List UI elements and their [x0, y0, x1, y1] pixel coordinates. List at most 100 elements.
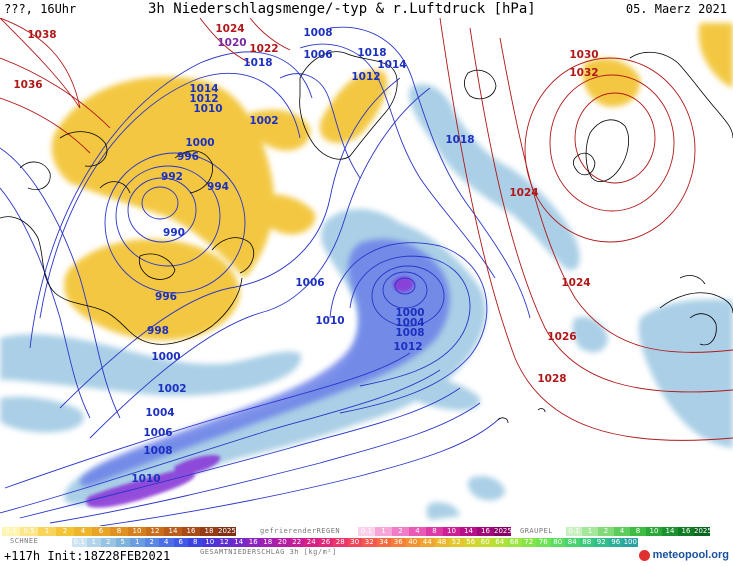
- pressure-label: 1032: [569, 67, 598, 79]
- pressure-label: 1000: [151, 351, 180, 363]
- legend-cell: 2: [101, 538, 116, 547]
- legend-cell: 18: [200, 527, 218, 536]
- legend-cell: 56: [463, 538, 478, 547]
- legend-cell: 72: [521, 538, 536, 547]
- legend-cell: 2: [598, 527, 614, 536]
- legend-cell: 2: [144, 538, 159, 547]
- legend-cell: 8: [426, 527, 443, 536]
- legend-cell: 14: [164, 527, 182, 536]
- pressure-label: 1008: [303, 27, 332, 39]
- legend-cell: 28: [333, 538, 348, 547]
- brand-link[interactable]: meteopool.org: [638, 549, 729, 561]
- pressure-label: 992: [161, 171, 183, 183]
- legend-cell: 92: [594, 538, 609, 547]
- legend-cell: 0.1: [566, 527, 582, 536]
- pressure-label: 1010: [131, 473, 160, 485]
- pressure-label: 1012: [189, 93, 218, 105]
- legend-cell: 2025+: [694, 527, 710, 536]
- brand-name: meteopool.org: [652, 549, 729, 561]
- pressure-label: 996: [177, 151, 199, 163]
- legend-graupel-title: GRAUPEL: [520, 527, 554, 535]
- legend-cell: 48: [434, 538, 449, 547]
- legend-total-scale: 0.1 1 2 5 1 2 4 6 8 10 12 14 16 18 20 22 24 26 28 30 32 34 36 4…: [72, 538, 638, 547]
- legend-cell: 76: [536, 538, 551, 547]
- isobars-low-pressure: [0, 26, 531, 526]
- legend-cell: 10: [646, 527, 662, 536]
- legend-cell: 0.1: [72, 538, 87, 547]
- legend-cell: 22: [289, 538, 304, 547]
- legend-cell: 6: [92, 527, 110, 536]
- legend-cell: 16: [246, 538, 261, 547]
- pressure-label: 1004: [145, 407, 174, 419]
- legend-cell: 14: [460, 527, 477, 536]
- pressure-label: 1008: [143, 445, 172, 457]
- rain-moderate-area: [79, 239, 450, 486]
- legend-cell: 14: [662, 527, 678, 536]
- isobars-high-pressure: [0, 18, 733, 441]
- legend-cell: 18: [260, 538, 275, 547]
- pressure-label: 1018: [243, 57, 272, 69]
- pressure-label: 1006: [303, 49, 332, 61]
- legend-cell: 14: [231, 538, 246, 547]
- pressure-label: 1020: [217, 37, 246, 49]
- pressure-label: 1024: [509, 187, 538, 199]
- pressure-label: 1030: [569, 49, 598, 61]
- legend-cell: 52: [449, 538, 464, 547]
- legend-cell: 10: [202, 538, 217, 547]
- legend-freezing-rain-title: gefrierenderREGEN: [260, 527, 341, 535]
- legend-cell: 16: [182, 527, 200, 536]
- pressure-label: 1022: [249, 43, 278, 55]
- forecast-init-label: +117h Init:18Z28FEB2021: [4, 549, 171, 563]
- legend-cell: 20: [275, 538, 290, 547]
- legend-cell: 88: [579, 538, 594, 547]
- pressure-label: 1002: [157, 383, 186, 395]
- pressure-label: 1006: [295, 277, 324, 289]
- pressure-label: 1000: [395, 307, 424, 319]
- legend-cell: 64: [492, 538, 507, 547]
- pressure-label: 998: [147, 325, 169, 337]
- legend-cell: 8: [188, 538, 203, 547]
- pressure-label: 1028: [537, 373, 566, 385]
- legend-cell: 1: [86, 538, 101, 547]
- legend-cell: 4: [159, 538, 174, 547]
- legend-cell: 32: [362, 538, 377, 547]
- legend-cell: 24: [304, 538, 319, 547]
- legend-cell: 6: [173, 538, 188, 547]
- legend-cell: 44: [420, 538, 435, 547]
- legend-cell: 1: [582, 527, 598, 536]
- legend-cell: 2025+: [494, 527, 511, 536]
- rain-heavy-area: [86, 276, 414, 508]
- pressure-label: 1008: [395, 327, 424, 339]
- legend-cell: 96: [608, 538, 623, 547]
- pressure-label: 996: [155, 291, 177, 303]
- legend-cell: 5: [115, 538, 130, 547]
- legend-cell: 34: [376, 538, 391, 547]
- legend-cell: 26: [318, 538, 333, 547]
- pressure-label: 990: [163, 227, 185, 239]
- legend-cell: 4: [74, 527, 92, 536]
- legend-cell: 12: [217, 538, 232, 547]
- pressure-label: 994: [207, 181, 229, 193]
- valid-date: 05. Maerz 2021: [625, 2, 727, 16]
- legend-cell: 100: [623, 538, 638, 547]
- pressure-label: 1036: [13, 79, 42, 91]
- legend-cell: 1: [130, 538, 145, 547]
- map-title: 3h Niederschlagsmenge/-typ & r.Luftdruck…: [148, 1, 536, 17]
- legend-cell: 36: [391, 538, 406, 547]
- legend-cell: 10: [443, 527, 460, 536]
- legend-cell: 4: [614, 527, 630, 536]
- legend-cell: 8: [110, 527, 128, 536]
- pressure-label: 1024: [215, 23, 244, 35]
- pressure-label: 1038: [27, 29, 56, 41]
- pressure-label: 1006: [143, 427, 172, 439]
- pressure-label: 1018: [445, 134, 474, 146]
- legend-snow-title: SCHNEE: [10, 537, 39, 545]
- legend-cell: 12: [146, 527, 164, 536]
- pressure-label: 1010: [315, 315, 344, 327]
- legend-cell: 68: [507, 538, 522, 547]
